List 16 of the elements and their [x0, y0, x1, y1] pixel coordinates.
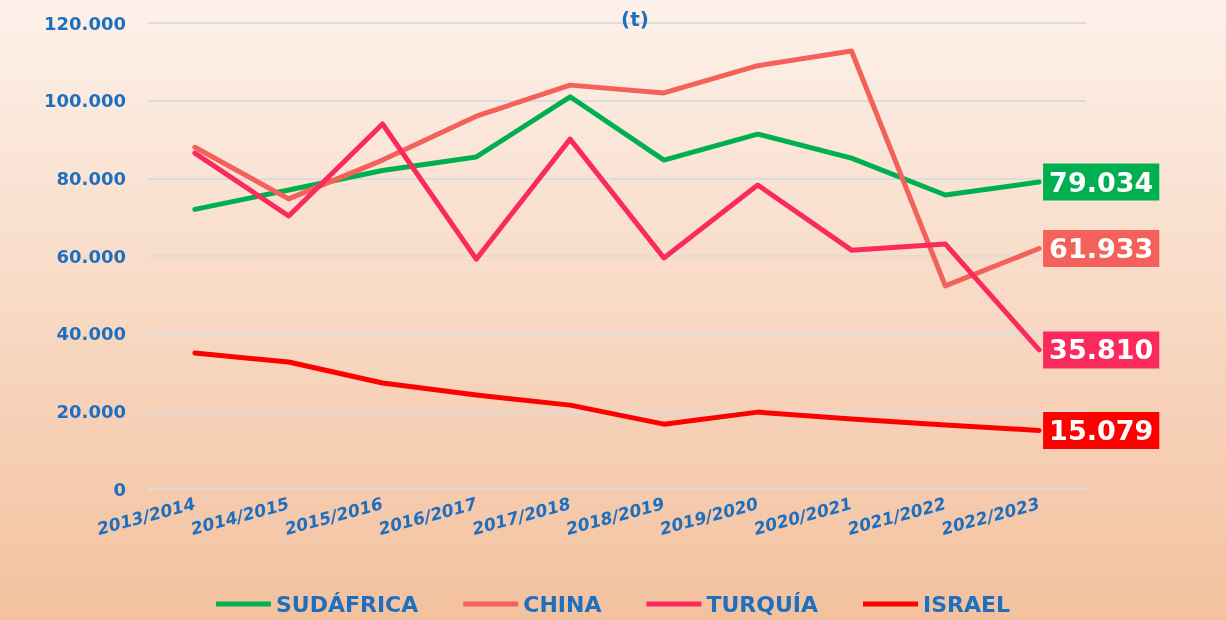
legend-label: SUDÁFRICA: [275, 591, 419, 617]
data-label: 61.933: [1049, 232, 1154, 264]
y-tick-label: 60.000: [56, 245, 126, 267]
y-tick-label: 0: [113, 478, 126, 500]
data-label: 15.079: [1049, 414, 1154, 446]
y-tick-label: 40.000: [56, 323, 126, 345]
legend-label: ISRAEL: [923, 591, 1011, 617]
data-label: 35.810: [1049, 334, 1154, 366]
legend-label: CHINA: [523, 591, 602, 617]
y-tick-label: 20.000: [56, 400, 126, 422]
data-label: 79.034: [1049, 166, 1154, 198]
legend-label: TURQUÍA: [706, 591, 819, 617]
y-tick-label: 80.000: [56, 167, 126, 189]
chart-title: (t): [621, 7, 649, 31]
y-tick-label: 100.000: [44, 90, 126, 112]
y-tick-label: 120.000: [44, 12, 126, 34]
